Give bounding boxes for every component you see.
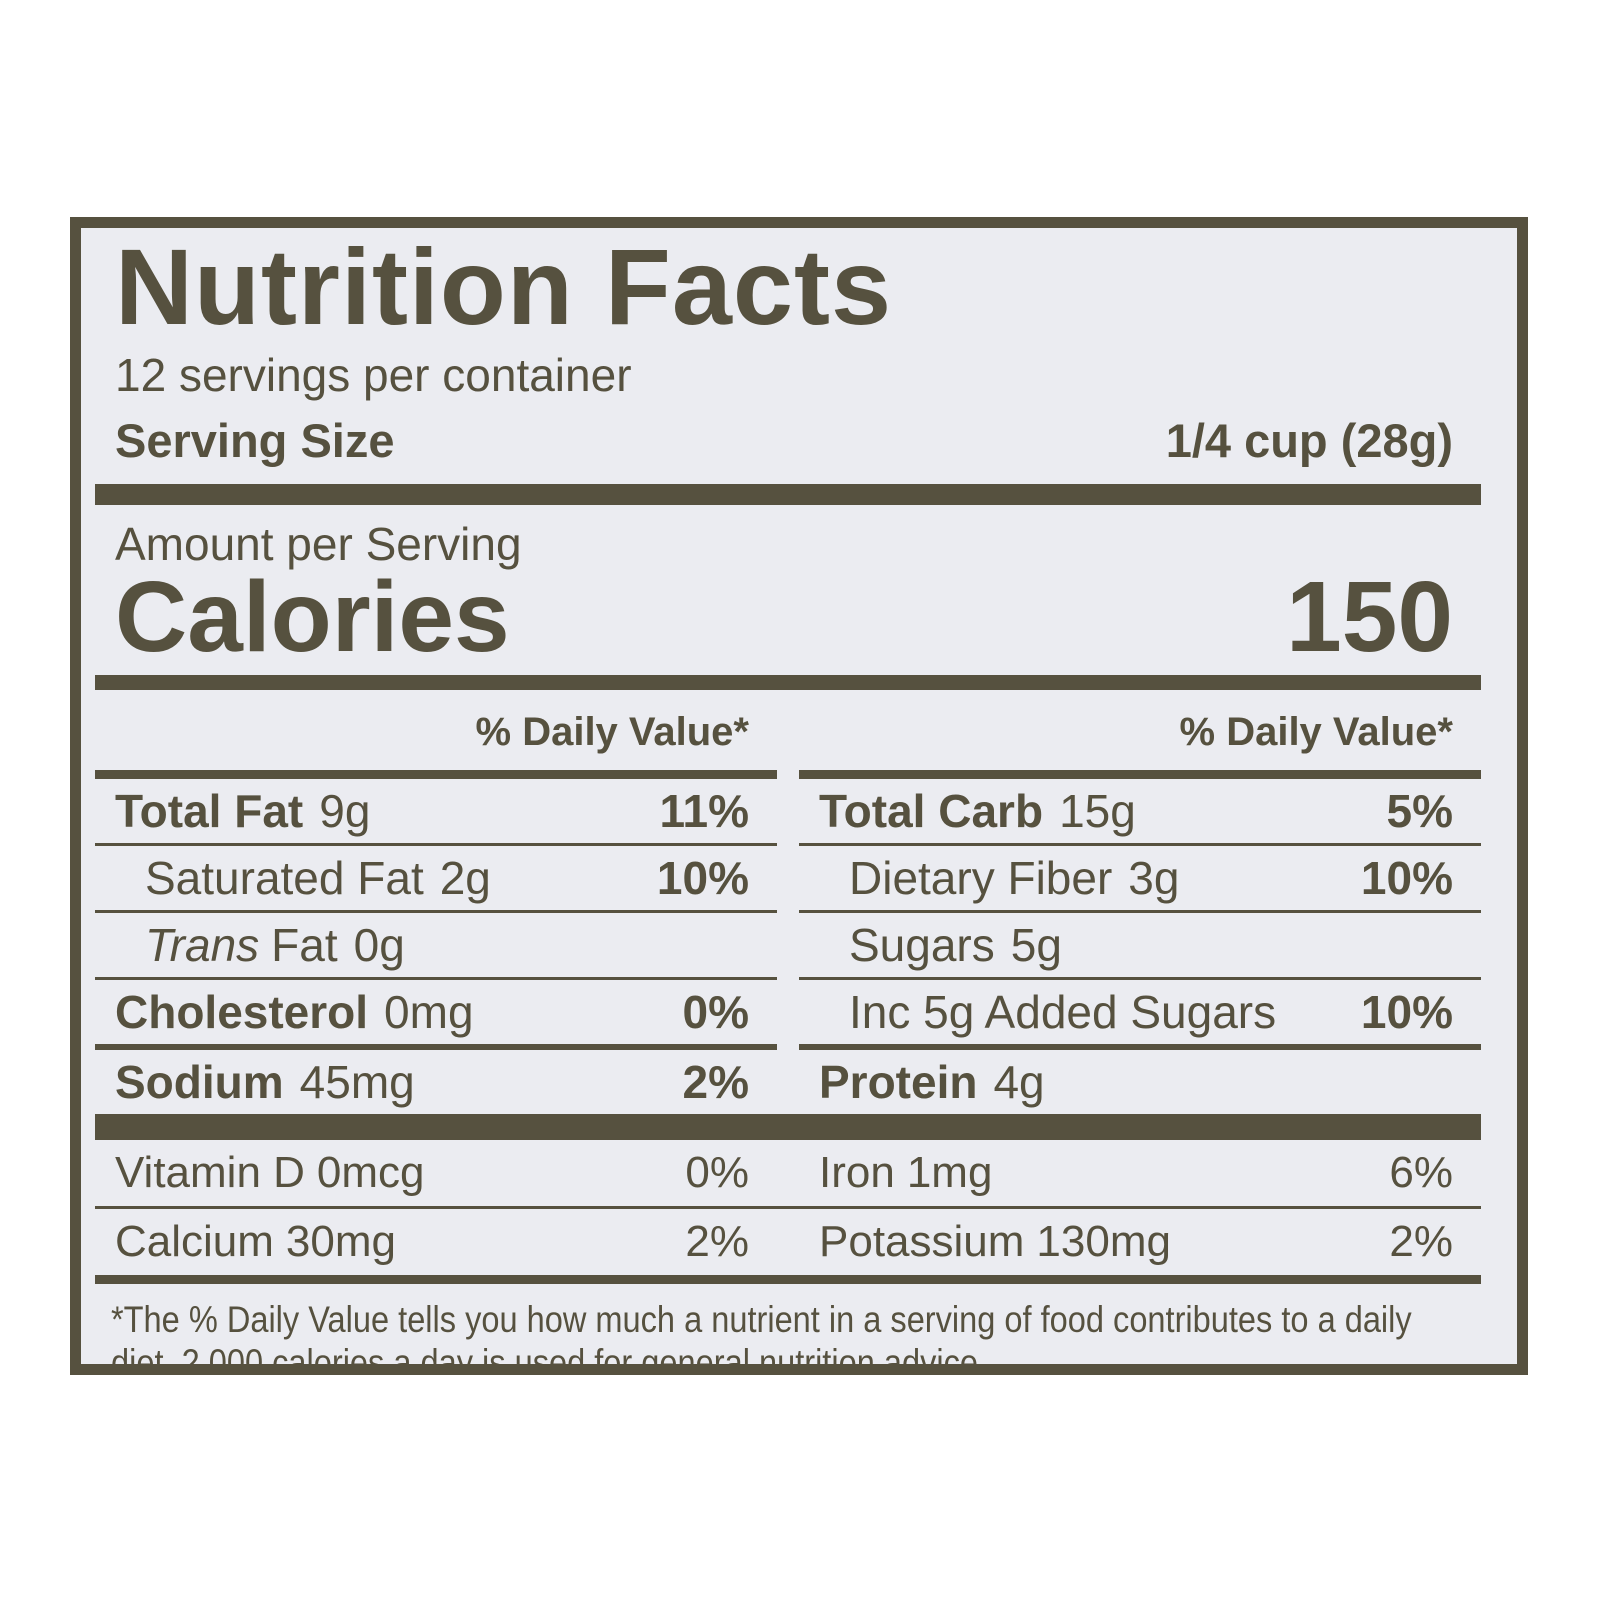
- divider: [799, 976, 1481, 980]
- nutrient-name: Protein: [819, 1055, 978, 1108]
- nutrient-row-total-carb: Total Carb 15g 5%: [799, 779, 1481, 843]
- micronutrient-calcium: Calcium 30mg 2%: [95, 1209, 777, 1275]
- serving-size-row: Serving Size 1/4 cup (28g): [95, 413, 1481, 468]
- nutrient-amount: 15g: [1059, 784, 1136, 837]
- nutrient-dv: 2%: [685, 1216, 749, 1266]
- nutrient-row-protein: Protein 4g: [799, 1050, 1481, 1114]
- divider: [95, 842, 777, 846]
- label-title: Nutrition Facts: [115, 226, 893, 347]
- calories-label: Calories: [115, 560, 510, 673]
- footnote-line-2: diet. 2,000 calories a day is used for g…: [111, 1342, 988, 1375]
- nutrient-row-cholesterol: Cholesterol 0mg 0%: [95, 980, 777, 1044]
- nutrient-amount: 0g: [353, 918, 405, 971]
- serving-size-label: Serving Size: [115, 413, 395, 467]
- nutrient-amount: 0mg: [384, 985, 474, 1038]
- divider: [95, 909, 777, 913]
- nutrient-name: Calcium: [115, 1216, 274, 1266]
- footnote-line-1: *The % Daily Value tells you how much a …: [111, 1298, 1412, 1340]
- divider: [799, 1043, 1481, 1050]
- nutrient-amount: 5g: [1010, 918, 1062, 971]
- nutrient-amount: 45mg: [299, 1055, 415, 1108]
- nutrient-amount: 0mcg: [316, 1147, 425, 1197]
- divider: [95, 1274, 1481, 1284]
- nutrient-name: Iron: [819, 1147, 895, 1197]
- calories-row: Calories 150: [95, 567, 1481, 667]
- nutrient-dv: 2%: [1389, 1216, 1453, 1266]
- nutrient-name: Dietary Fiber: [849, 851, 1113, 904]
- nutrient-name: Vitamin D: [115, 1147, 305, 1197]
- nutrient-name: Fat: [271, 918, 338, 971]
- amount-per-serving: Amount per Serving: [115, 517, 522, 570]
- nutrient-dv: 0%: [682, 985, 749, 1038]
- nutrient-name: Total Fat: [115, 784, 304, 837]
- right-column: % Daily Value* Total Carb 15g 5% Dietary…: [799, 708, 1481, 1114]
- nutrient-row-trans-fat: Trans Fat 0g: [95, 913, 777, 977]
- divider-thick: [95, 483, 1481, 505]
- divider: [799, 909, 1481, 913]
- nutrient-name: Sodium: [115, 1055, 284, 1108]
- divider: [95, 1043, 777, 1050]
- nutrient-row-saturated-fat: Saturated Fat 2g 10%: [95, 846, 777, 910]
- nutrient-amount: 2g: [439, 851, 491, 904]
- nutrient-name: Total Carb: [819, 784, 1044, 837]
- nutrient-amount: 30mg: [285, 1216, 396, 1266]
- nutrient-row-dietary-fiber: Dietary Fiber 3g 10%: [799, 846, 1481, 910]
- nutrient-dv: 2%: [682, 1055, 749, 1108]
- nutrient-dv: 6%: [1389, 1147, 1453, 1197]
- daily-value-header-left: % Daily Value*: [475, 709, 749, 754]
- nutrient-amount: 3g: [1128, 851, 1180, 904]
- nutrient-row-sodium: Sodium 45mg 2%: [95, 1050, 777, 1114]
- calories-value: 150: [1286, 560, 1453, 673]
- nutrient-dv: 10%: [1360, 851, 1453, 904]
- divider: [799, 769, 1481, 779]
- nutrition-facts-label: Nutrition Facts 12 servings per containe…: [70, 217, 1528, 1375]
- footnote: *The % Daily Value tells you how much a …: [95, 1298, 1481, 1375]
- nutrient-name: Cholesterol: [115, 985, 369, 1038]
- nutrient-name: Potassium: [819, 1216, 1025, 1266]
- nutrient-dv: 10%: [656, 851, 749, 904]
- nutrient-row-added-sugars: Inc 5g Added Sugars 10%: [799, 980, 1481, 1044]
- divider: [95, 976, 777, 980]
- nutrient-amount: 130mg: [1036, 1216, 1171, 1266]
- micronutrient-iron: Iron 1mg 6%: [799, 1140, 1481, 1206]
- daily-value-header-right: % Daily Value*: [1179, 709, 1453, 754]
- micronutrient-row-2: Calcium 30mg 2% Potassium 130mg 2%: [95, 1209, 1481, 1275]
- micronutrient-potassium: Potassium 130mg 2%: [799, 1209, 1481, 1275]
- left-column: % Daily Value* Total Fat 9g 11% Saturate…: [95, 708, 777, 1114]
- nutrient-amount: 1mg: [906, 1147, 993, 1197]
- nutrient-row-sugars: Sugars 5g: [799, 913, 1481, 977]
- divider-thick: [95, 1113, 1481, 1140]
- nutrient-name-italic: Trans: [145, 918, 260, 971]
- nutrient-dv: 0%: [685, 1147, 749, 1197]
- divider: [95, 769, 777, 779]
- nutrient-amount: 4g: [993, 1055, 1045, 1108]
- divider: [95, 1205, 1481, 1209]
- nutrient-dv: 5%: [1386, 784, 1453, 837]
- micronutrient-vitamin-d: Vitamin D 0mcg 0%: [95, 1140, 777, 1206]
- nutrient-amount: 9g: [319, 784, 371, 837]
- serving-size-value: 1/4 cup (28g): [1165, 413, 1453, 467]
- micronutrient-row-1: Vitamin D 0mcg 0% Iron 1mg 6%: [95, 1140, 1481, 1206]
- nutrient-name: Sugars: [849, 918, 995, 971]
- nutrient-dv: 11%: [659, 784, 749, 837]
- divider: [799, 842, 1481, 846]
- nutrient-columns: % Daily Value* Total Fat 9g 11% Saturate…: [95, 708, 1481, 1114]
- nutrient-row-total-fat: Total Fat 9g 11%: [95, 779, 777, 843]
- divider-medium: [95, 674, 1481, 690]
- servings-per-container: 12 servings per container: [115, 349, 632, 402]
- nutrient-name: Saturated Fat: [145, 851, 424, 904]
- nutrient-name: Inc 5g Added Sugars: [849, 985, 1277, 1038]
- nutrient-dv: 10%: [1360, 985, 1453, 1038]
